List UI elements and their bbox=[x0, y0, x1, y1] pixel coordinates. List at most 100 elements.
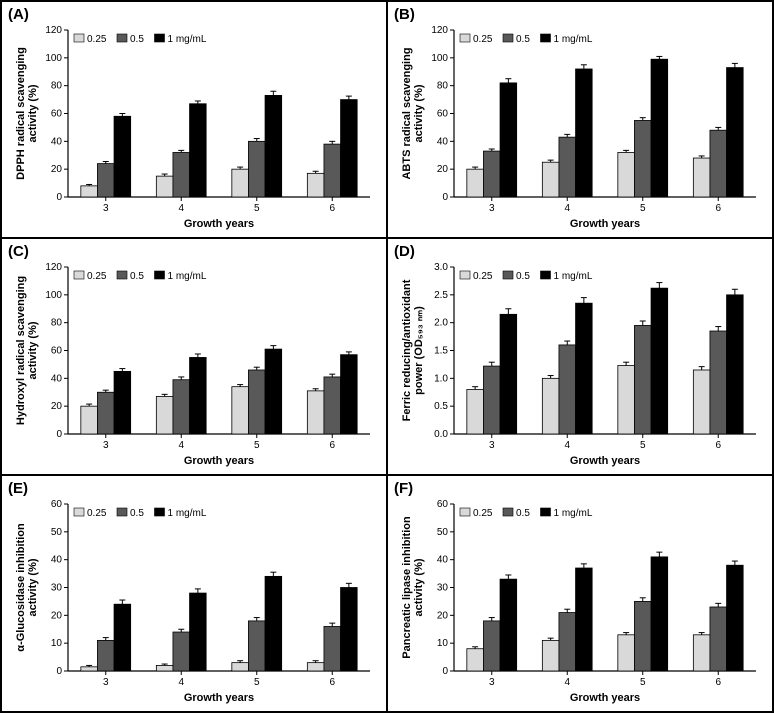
panel-D: (D)0.00.51.01.52.02.53.03456Growth years… bbox=[388, 239, 774, 476]
bar bbox=[341, 100, 358, 197]
bar bbox=[710, 607, 727, 671]
legend-swatch bbox=[503, 508, 513, 516]
legend-label: 0.25 bbox=[473, 508, 493, 519]
bar bbox=[634, 325, 651, 434]
legend-swatch bbox=[155, 508, 165, 516]
bar bbox=[500, 83, 517, 197]
x-axis-label: Growth years bbox=[184, 455, 254, 467]
svg-text:20: 20 bbox=[51, 610, 63, 621]
bar bbox=[727, 295, 744, 434]
x-axis-label: Growth years bbox=[570, 692, 640, 704]
svg-text:20: 20 bbox=[51, 164, 63, 175]
svg-text:5: 5 bbox=[254, 440, 260, 451]
legend-label: 0.5 bbox=[130, 271, 144, 282]
svg-text:2.0: 2.0 bbox=[434, 318, 448, 329]
legend-label: 0.25 bbox=[87, 508, 107, 519]
svg-text:3: 3 bbox=[103, 203, 109, 214]
y-axis-label: Hydroxyl radical scavengingactivity (%) bbox=[15, 276, 39, 425]
svg-text:50: 50 bbox=[437, 527, 449, 538]
bar bbox=[114, 604, 131, 671]
bar bbox=[467, 649, 484, 671]
panel-label: (F) bbox=[394, 480, 413, 497]
svg-text:100: 100 bbox=[45, 290, 62, 301]
svg-text:6: 6 bbox=[715, 203, 721, 214]
figure-grid: (A)0204060801001203456Growth yearsDPPH r… bbox=[0, 0, 774, 713]
svg-text:50: 50 bbox=[51, 527, 63, 538]
legend-swatch bbox=[155, 271, 165, 279]
bar bbox=[727, 68, 744, 197]
bar bbox=[156, 396, 173, 434]
bar bbox=[190, 357, 207, 434]
svg-text:40: 40 bbox=[437, 555, 449, 566]
bar bbox=[324, 377, 341, 434]
bar bbox=[483, 366, 500, 434]
svg-text:100: 100 bbox=[431, 53, 448, 64]
legend-swatch bbox=[541, 271, 551, 279]
legend-label: 0.5 bbox=[130, 34, 144, 45]
svg-text:2.5: 2.5 bbox=[434, 290, 448, 301]
svg-text:0: 0 bbox=[442, 192, 448, 203]
bar bbox=[542, 378, 559, 434]
bar bbox=[265, 95, 282, 197]
y-axis-label: Ferric reducing/antioxidantpower (OD₅₉₃ … bbox=[401, 279, 425, 421]
bar bbox=[81, 406, 98, 434]
bar bbox=[97, 392, 114, 434]
legend-label: 0.25 bbox=[473, 34, 493, 45]
legend-swatch bbox=[74, 508, 84, 516]
svg-text:20: 20 bbox=[51, 401, 63, 412]
legend-swatch bbox=[74, 34, 84, 42]
svg-text:60: 60 bbox=[51, 109, 63, 120]
bar bbox=[248, 621, 265, 671]
svg-text:10: 10 bbox=[437, 638, 449, 649]
bar bbox=[651, 288, 668, 434]
bar bbox=[576, 69, 593, 197]
legend-label: 0.25 bbox=[87, 271, 107, 282]
legend-swatch bbox=[117, 271, 127, 279]
legend-swatch bbox=[541, 508, 551, 516]
x-axis-label: Growth years bbox=[184, 218, 254, 230]
legend-swatch bbox=[155, 34, 165, 42]
svg-text:3: 3 bbox=[103, 440, 109, 451]
svg-text:6: 6 bbox=[715, 677, 721, 688]
svg-text:6: 6 bbox=[329, 203, 335, 214]
bar bbox=[693, 158, 710, 197]
svg-text:80: 80 bbox=[51, 318, 63, 329]
svg-text:30: 30 bbox=[51, 583, 63, 594]
svg-text:4: 4 bbox=[178, 677, 184, 688]
legend-swatch bbox=[117, 508, 127, 516]
bar bbox=[81, 186, 98, 197]
bar bbox=[693, 370, 710, 434]
svg-text:120: 120 bbox=[45, 25, 62, 36]
svg-text:4: 4 bbox=[564, 677, 570, 688]
bar bbox=[190, 104, 207, 197]
bar bbox=[173, 632, 190, 671]
svg-text:5: 5 bbox=[640, 203, 646, 214]
legend-swatch bbox=[74, 271, 84, 279]
legend-swatch bbox=[503, 271, 513, 279]
bar bbox=[173, 380, 190, 434]
svg-text:3: 3 bbox=[103, 677, 109, 688]
bar bbox=[710, 331, 727, 434]
bar bbox=[467, 169, 484, 197]
svg-text:1.5: 1.5 bbox=[434, 346, 448, 357]
bar bbox=[307, 173, 324, 197]
legend-label: 0.5 bbox=[516, 34, 530, 45]
svg-text:6: 6 bbox=[329, 440, 335, 451]
legend-label: 0.25 bbox=[87, 34, 107, 45]
legend-label: 1 mg/mL bbox=[168, 34, 207, 45]
bar bbox=[307, 391, 324, 434]
svg-text:4: 4 bbox=[564, 440, 570, 451]
svg-text:3: 3 bbox=[489, 203, 495, 214]
y-axis-label: Pancreatic lipase inhibitionactivity (%) bbox=[401, 516, 425, 659]
svg-text:5: 5 bbox=[640, 677, 646, 688]
legend-label: 1 mg/mL bbox=[168, 271, 207, 282]
svg-text:0: 0 bbox=[56, 666, 62, 677]
bar bbox=[81, 667, 98, 671]
svg-text:0: 0 bbox=[56, 429, 62, 440]
bar bbox=[618, 366, 635, 434]
bar bbox=[542, 162, 559, 197]
legend-swatch bbox=[460, 508, 470, 516]
bar bbox=[232, 387, 249, 434]
svg-text:0.0: 0.0 bbox=[434, 429, 448, 440]
panel-E: (E)01020304050603456Growth yearsα-Glucos… bbox=[2, 476, 388, 713]
